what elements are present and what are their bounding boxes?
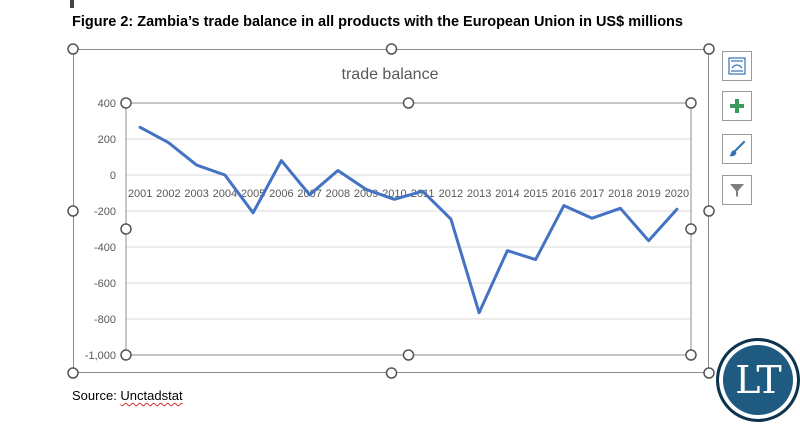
plot-resize-handle[interactable] xyxy=(120,223,132,235)
plot-resize-handle[interactable] xyxy=(685,97,697,109)
y-tick-label: 0 xyxy=(110,170,116,182)
plot-resize-handle[interactable] xyxy=(120,97,132,109)
data-point[interactable] xyxy=(194,163,199,168)
x-tick-label: 2005 xyxy=(241,188,265,200)
x-tick-label: 2002 xyxy=(156,188,180,200)
data-point[interactable] xyxy=(335,168,340,173)
data-point[interactable] xyxy=(392,197,397,202)
x-tick-label: 2004 xyxy=(213,188,237,200)
x-tick-label: 2012 xyxy=(439,188,463,200)
y-tick-label: -800 xyxy=(94,314,116,326)
data-point[interactable] xyxy=(674,207,679,212)
y-tick-label: -200 xyxy=(94,206,116,218)
x-tick-label: 2013 xyxy=(467,188,491,200)
plot-area-border[interactable] xyxy=(125,102,692,356)
x-tick-label: 2020 xyxy=(665,188,689,200)
add-element-button[interactable] xyxy=(722,91,752,121)
chart-styles-button[interactable] xyxy=(722,134,752,164)
page-edge-mark xyxy=(70,0,74,8)
resize-handle[interactable] xyxy=(385,367,398,379)
source-name: Unctadstat xyxy=(120,388,183,403)
plot-resize-handle[interactable] xyxy=(685,223,697,235)
lusaka-times-logo: LT xyxy=(716,338,800,422)
data-point[interactable] xyxy=(646,238,651,243)
x-tick-label: 2008 xyxy=(326,188,350,200)
data-point[interactable] xyxy=(420,189,425,194)
chart-elements-button[interactable] xyxy=(722,51,752,81)
resize-handle[interactable] xyxy=(703,367,715,379)
data-point[interactable] xyxy=(251,210,256,215)
plot-resize-handle[interactable] xyxy=(402,349,415,361)
data-point[interactable] xyxy=(307,192,312,197)
logo-text: LT xyxy=(735,358,781,402)
data-point[interactable] xyxy=(166,140,171,145)
plus-icon xyxy=(730,99,744,113)
x-tick-label: 2015 xyxy=(523,188,547,200)
y-tick-label: -400 xyxy=(94,242,116,254)
data-point[interactable] xyxy=(364,187,369,192)
data-point[interactable] xyxy=(138,125,143,130)
data-point[interactable] xyxy=(618,206,623,211)
chart-filters-button[interactable] xyxy=(722,175,752,205)
x-tick-label: 2014 xyxy=(495,188,519,200)
data-point[interactable] xyxy=(561,203,566,208)
trade-balance-line[interactable] xyxy=(138,125,679,315)
x-tick-label: 2003 xyxy=(184,188,208,200)
y-tick-label: -600 xyxy=(94,278,116,290)
data-point[interactable] xyxy=(448,217,453,222)
filter-icon xyxy=(730,184,744,197)
y-tick-label: -1,000 xyxy=(85,350,116,362)
x-tick-label: 2019 xyxy=(636,188,660,200)
resize-handle[interactable] xyxy=(67,205,79,217)
layout-icon xyxy=(728,57,746,75)
x-tick-label: 2017 xyxy=(580,188,604,200)
data-point[interactable] xyxy=(505,248,510,253)
y-tick-label: 200 xyxy=(98,134,116,146)
data-point[interactable] xyxy=(477,310,482,315)
source-line: Source: Unctadstat xyxy=(72,388,183,403)
data-point[interactable] xyxy=(533,257,538,262)
chart-title: trade balance xyxy=(342,66,439,83)
data-point[interactable] xyxy=(222,173,227,178)
x-tick-label: 2018 xyxy=(608,188,632,200)
resize-handle[interactable] xyxy=(703,43,715,55)
x-tick-label: 2001 xyxy=(128,188,152,200)
plot-resize-handle[interactable] xyxy=(685,349,697,361)
plot-resize-handle[interactable] xyxy=(120,349,132,361)
x-tick-label: 2006 xyxy=(269,188,293,200)
plot-resize-handle[interactable] xyxy=(402,97,415,109)
resize-handle[interactable] xyxy=(703,205,715,217)
resize-handle[interactable] xyxy=(67,43,79,55)
data-point[interactable] xyxy=(279,158,284,163)
x-tick-label: 2016 xyxy=(552,188,576,200)
resize-handle[interactable] xyxy=(385,43,398,55)
figure-title: Figure 2: Zambia’s trade balance in all … xyxy=(72,14,683,30)
brush-icon xyxy=(729,140,746,157)
resize-handle[interactable] xyxy=(67,367,79,379)
data-point[interactable] xyxy=(590,216,595,221)
y-tick-label: 400 xyxy=(98,98,116,110)
source-prefix: Source: xyxy=(72,388,121,403)
